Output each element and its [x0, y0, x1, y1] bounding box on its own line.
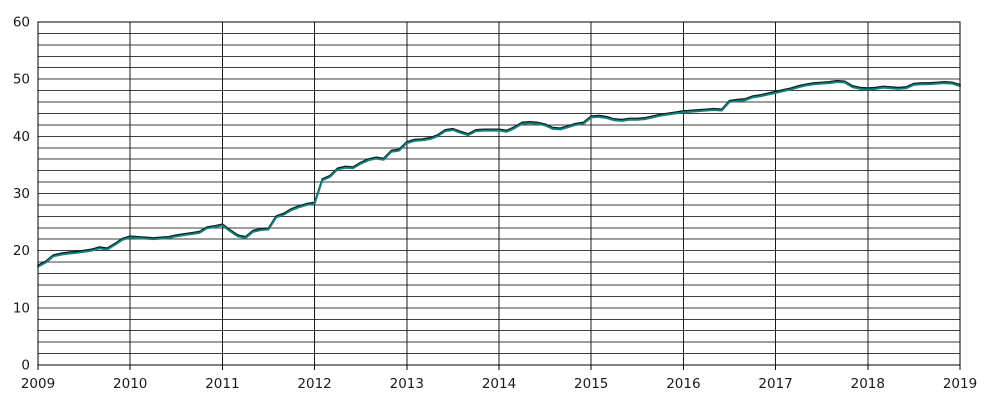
y-tick-label: 50	[13, 72, 30, 88]
y-tick-label: 30	[13, 186, 30, 202]
y-tick-label: 20	[13, 243, 30, 259]
x-tick-label: 2010	[113, 376, 147, 392]
x-tick-label: 2019	[943, 376, 977, 392]
y-tick-label: 10	[13, 300, 30, 316]
y-tick-label: 40	[13, 129, 30, 145]
y-axis-labels: 0 10 20 30 40 50 60	[13, 15, 30, 374]
x-tick-label: 2013	[390, 376, 424, 392]
x-tick-label: 2015	[574, 376, 608, 392]
y-tick-label: 0	[21, 358, 30, 374]
x-axis-ticks	[37, 365, 961, 370]
x-tick-label: 2016	[666, 376, 700, 392]
x-tick-label: 2012	[297, 376, 331, 392]
x-tick-label: 2017	[758, 376, 792, 392]
data-series-line	[37, 79, 961, 268]
series-shadow-edge	[37, 79, 961, 267]
x-tick-label: 2009	[21, 376, 55, 392]
y-tick-label: 60	[13, 15, 30, 31]
x-tick-label: 2011	[205, 376, 239, 392]
plot-frame	[37, 21, 961, 366]
x-tick-label: 2014	[482, 376, 516, 392]
x-tick-label: 2018	[851, 376, 885, 392]
vertical-year-gridlines	[129, 22, 869, 365]
series-main-line	[37, 81, 961, 268]
x-axis-labels: 2009 2010 2011 2012 2013 2014 2015 2016 2017 2018…	[21, 376, 977, 392]
